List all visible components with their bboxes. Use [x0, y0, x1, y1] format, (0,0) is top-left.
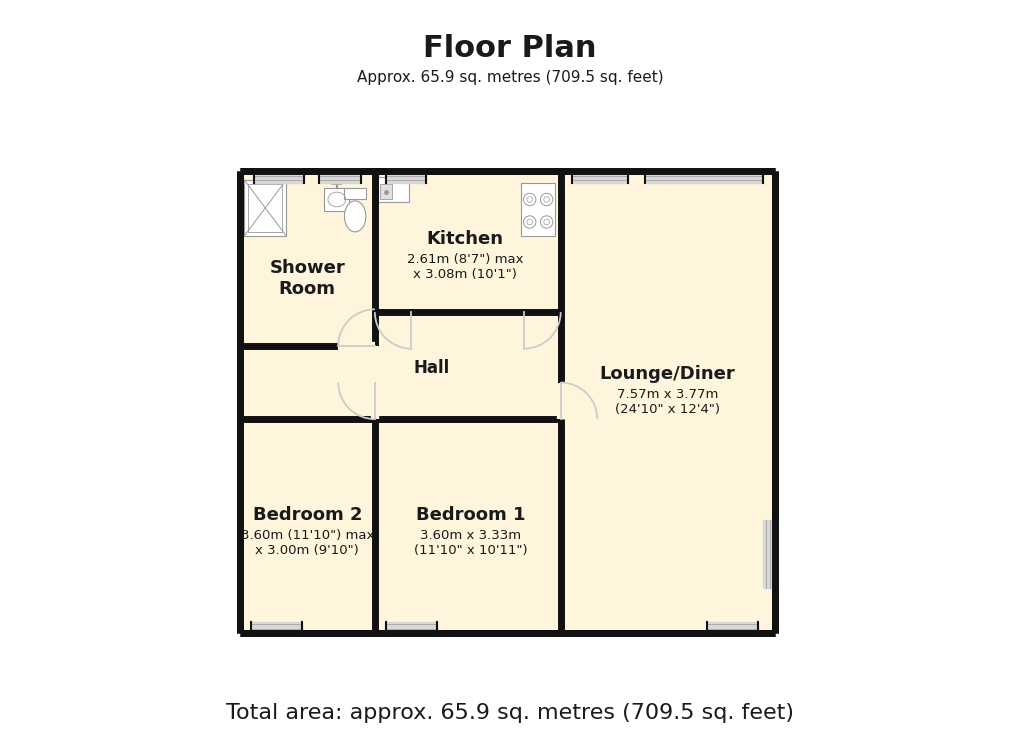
Text: 3.60m (11'10") max
x 3.00m (9'10"): 3.60m (11'10") max x 3.00m (9'10")	[240, 529, 374, 557]
Text: 2.61m (8'7") max
x 3.08m (10'1"): 2.61m (8'7") max x 3.08m (10'1")	[407, 253, 523, 281]
Text: Approx. 65.9 sq. metres (709.5 sq. feet): Approx. 65.9 sq. metres (709.5 sq. feet)	[357, 70, 662, 85]
Bar	[521, 182, 554, 236]
Bar	[377, 177, 409, 202]
Text: Hall: Hall	[413, 359, 448, 377]
Text: 7.57m x 3.77m
(24'10" x 12'4"): 7.57m x 3.77m (24'10" x 12'4")	[614, 388, 719, 416]
Ellipse shape	[344, 201, 366, 232]
Polygon shape	[254, 170, 304, 182]
Text: Bedroom 1: Bedroom 1	[416, 506, 525, 524]
Polygon shape	[251, 622, 302, 634]
Text: Lounge/Diner: Lounge/Diner	[599, 365, 735, 383]
Text: 3.60m x 3.33m
(11'10" x 10'11"): 3.60m x 3.33m (11'10" x 10'11")	[414, 529, 527, 557]
Polygon shape	[706, 622, 757, 634]
Polygon shape	[386, 170, 425, 182]
Bar	[324, 188, 350, 210]
Polygon shape	[318, 170, 361, 182]
Bar	[248, 184, 282, 232]
Polygon shape	[239, 171, 773, 633]
Polygon shape	[762, 520, 775, 588]
Text: Total area: approx. 65.9 sq. metres (709.5 sq. feet): Total area: approx. 65.9 sq. metres (709…	[226, 703, 793, 722]
Bar	[343, 188, 366, 199]
Bar	[379, 184, 392, 199]
Text: Kitchen: Kitchen	[426, 230, 503, 248]
Text: Bedroom 2: Bedroom 2	[253, 506, 362, 524]
Text: Floor Plan: Floor Plan	[423, 33, 596, 63]
Bar	[244, 180, 286, 236]
Polygon shape	[645, 170, 762, 182]
Text: Shower
Room: Shower Room	[269, 259, 344, 298]
Polygon shape	[386, 622, 436, 634]
Polygon shape	[572, 170, 628, 182]
